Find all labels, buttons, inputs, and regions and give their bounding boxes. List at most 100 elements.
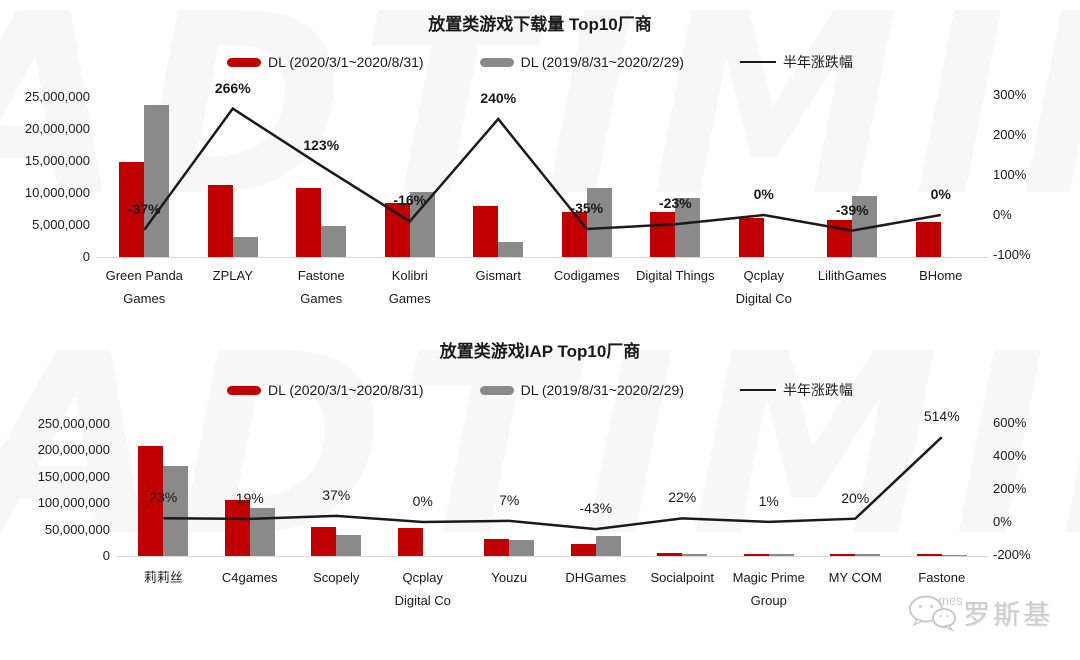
legend-item-current-period: DL (2020/3/1~2020/8/31) bbox=[227, 382, 424, 398]
category-label: Kolibri Games bbox=[388, 268, 431, 306]
bar-previous-period bbox=[409, 192, 435, 257]
point-label: 0% bbox=[412, 493, 433, 509]
wechat-icon bbox=[909, 595, 956, 632]
line-swatch-icon bbox=[739, 389, 776, 391]
red-bar-swatch-icon bbox=[227, 385, 262, 395]
point-label: 37% bbox=[322, 486, 351, 503]
y-axis-label: 15,000,000 bbox=[24, 153, 90, 168]
bar-current-period bbox=[915, 221, 941, 257]
legend-label-current-period: DL (2020/3/1~2020/8/31) bbox=[268, 382, 424, 398]
bar-previous-period bbox=[144, 105, 170, 257]
legend-label-change-line: 半年涨跌幅 bbox=[782, 54, 853, 70]
category-label: Digital Things bbox=[635, 268, 715, 283]
legend-label-current-period: DL (2020/3/1~2020/8/31) bbox=[268, 54, 424, 70]
adtiming-watermark-bottom: ADTIMING bbox=[0, 300, 1080, 591]
legend-item-change-line: 半年涨跌幅 bbox=[739, 52, 853, 72]
bar-current-period bbox=[311, 526, 337, 556]
legend-label-previous-period: DL (2019/8/31~2020/2/29) bbox=[520, 54, 684, 70]
y-axis-label: 50,000,000 bbox=[44, 521, 110, 537]
category-label: Scopely bbox=[313, 570, 360, 585]
y-axis-label: 10,000,000 bbox=[24, 185, 90, 200]
legend-item-current-period: DL (2020/3/1~2020/8/31) bbox=[227, 54, 424, 70]
bar-current-period bbox=[743, 553, 769, 556]
x-axis-line bbox=[96, 257, 989, 258]
bar-previous-period bbox=[336, 534, 362, 556]
y-axis-label: 250,000,000 bbox=[37, 416, 110, 431]
wechat-account-name: 罗斯基 bbox=[963, 600, 1053, 630]
bar-previous-period bbox=[941, 555, 967, 556]
bar-previous-period bbox=[321, 226, 347, 257]
point-label: 23% bbox=[149, 489, 178, 506]
pct-axis-label: 0% bbox=[993, 207, 1012, 222]
adtiming-watermark-top: ADTIMING bbox=[0, 0, 1080, 251]
bar-current-period bbox=[224, 499, 250, 556]
y-axis-label: 0 bbox=[102, 548, 110, 563]
bar-current-period bbox=[484, 539, 510, 556]
category-label: Magic Prime Group bbox=[732, 570, 805, 608]
bar-previous-period bbox=[232, 237, 258, 257]
bar-current-period bbox=[650, 211, 676, 257]
bar-current-period bbox=[207, 184, 233, 257]
pct-axis-label: 0% bbox=[993, 514, 1012, 529]
bar-current-period bbox=[119, 162, 145, 257]
bar-current-period bbox=[657, 553, 683, 556]
category-label: C4games bbox=[221, 570, 278, 585]
point-label: -37% bbox=[127, 200, 161, 217]
bar-current-period bbox=[827, 219, 853, 257]
y-axis-label: 20,000,000 bbox=[24, 121, 90, 136]
y-axis-label: 100,000,000 bbox=[37, 495, 110, 511]
y-axis-label: 200,000,000 bbox=[37, 442, 110, 458]
bar-current-period bbox=[830, 554, 856, 556]
pct-axis-label: 100% bbox=[993, 167, 1027, 182]
bar-previous-period bbox=[855, 554, 881, 556]
bar-previous-period bbox=[163, 466, 189, 556]
bar-current-period bbox=[561, 212, 587, 257]
category-label: Qcplay Digital Co bbox=[735, 268, 792, 306]
legend-item-previous-period: DL (2019/8/31~2020/2/29) bbox=[479, 382, 684, 398]
point-label: 22% bbox=[668, 489, 697, 506]
bar-current-period bbox=[738, 217, 764, 257]
bar-previous-period bbox=[509, 540, 535, 556]
category-label: LilithGames bbox=[817, 268, 887, 283]
y-axis-label: 0 bbox=[82, 249, 90, 264]
gray-bar-swatch-icon bbox=[479, 385, 514, 395]
bar-previous-period bbox=[586, 187, 612, 257]
point-label: -43% bbox=[579, 500, 613, 517]
bar-current-period bbox=[473, 205, 499, 257]
bar-current-period bbox=[570, 544, 596, 556]
pct-axis-label: 300% bbox=[993, 87, 1027, 102]
x-axis-line bbox=[116, 556, 989, 557]
downloads-chart-legend: DL (2020/3/1~2020/8/31) DL (2019/8/31~20… bbox=[0, 52, 1080, 72]
red-bar-swatch-icon bbox=[227, 57, 262, 67]
downloads-chart-title: 放置类游戏下载量 Top10厂商 bbox=[428, 15, 652, 34]
category-label: Socialpoint bbox=[650, 570, 715, 585]
point-label: 240% bbox=[480, 90, 517, 106]
point-label: 266% bbox=[214, 79, 251, 96]
legend-item-previous-period: DL (2019/8/31~2020/2/29) bbox=[479, 54, 684, 70]
pct-axis-label: -200% bbox=[993, 547, 1031, 562]
point-label: -39% bbox=[835, 201, 869, 218]
gray-bar-swatch-icon bbox=[479, 57, 514, 67]
category-label: DHGames bbox=[565, 570, 627, 585]
bar-previous-period bbox=[595, 535, 621, 556]
point-label: 19% bbox=[235, 489, 264, 506]
category-label: Gismart bbox=[475, 268, 522, 283]
point-label: 20% bbox=[841, 489, 870, 506]
line-swatch-icon bbox=[739, 61, 776, 63]
pct-axis-label: 400% bbox=[993, 448, 1027, 463]
point-label: 514% bbox=[923, 408, 960, 425]
legend-label-change-line: 半年涨跌幅 bbox=[782, 382, 853, 398]
category-label: Qcplay Digital Co bbox=[394, 570, 451, 608]
bar-previous-period bbox=[682, 553, 708, 556]
bar-previous-period bbox=[249, 508, 275, 556]
category-label: 莉莉丝 bbox=[143, 570, 183, 585]
pct-axis-label: 600% bbox=[993, 415, 1027, 430]
point-label: 123% bbox=[303, 136, 340, 153]
